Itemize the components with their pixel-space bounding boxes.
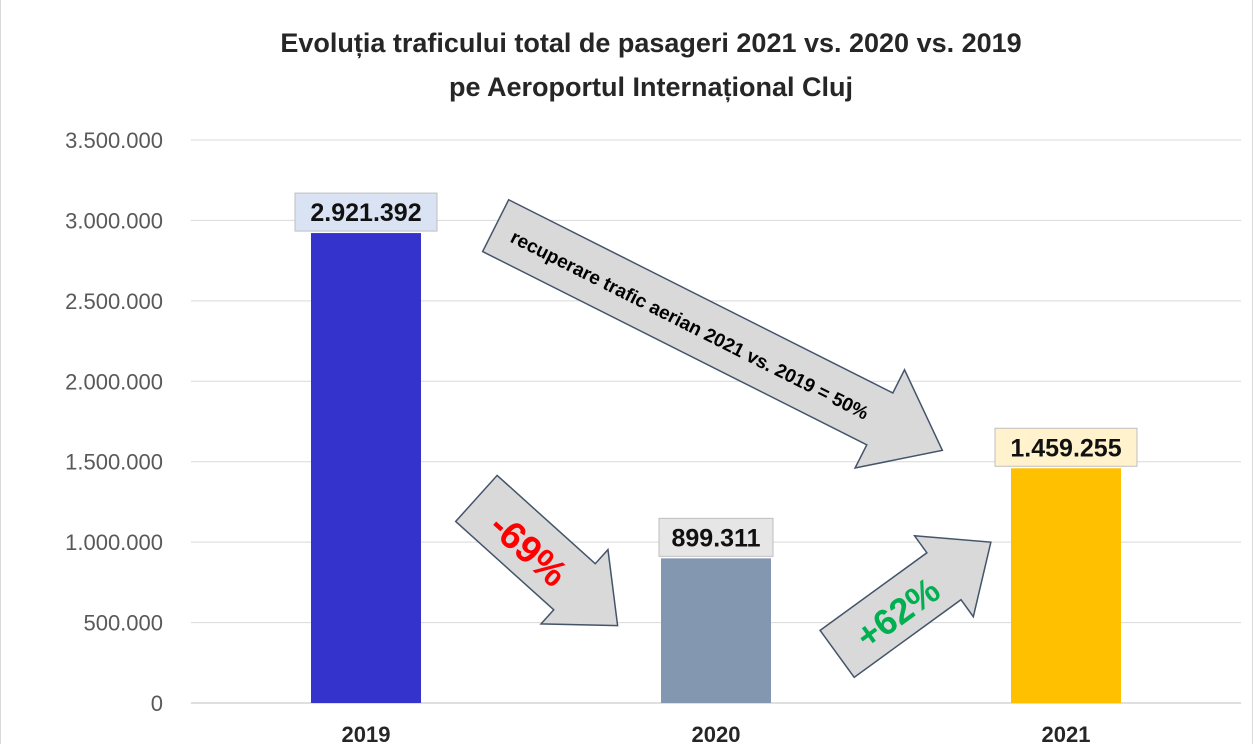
y-tick-label: 2.500.000 [65, 289, 163, 314]
y-tick-label: 1.500.000 [65, 450, 163, 475]
data-label-box [658, 517, 774, 557]
recovery-label: recuperare trafic aerian 2021 vs. 2019 =… [507, 227, 872, 424]
y-tick-label: 2.000.000 [65, 369, 163, 394]
recovery-arrow: recuperare trafic aerian 2021 vs. 2019 =… [481, 198, 944, 470]
decrease-arrow-shape [454, 474, 619, 627]
decrease-arrow: -69% [454, 474, 619, 627]
x-tick-label: 2020 [692, 722, 741, 744]
chart-title-line-1: Evoluția traficului total de pasageri 20… [280, 28, 1021, 58]
y-tick-label: 1.000.000 [65, 530, 163, 555]
data-label: 899.311 [672, 524, 761, 552]
increase-arrow: +62% [819, 534, 992, 679]
x-tick-label: 2019 [342, 722, 391, 744]
data-label-box [994, 427, 1138, 467]
data-label: 1.459.255 [1010, 434, 1121, 462]
y-tick-label: 500.000 [83, 611, 163, 636]
y-tick-label: 3.000.000 [65, 208, 163, 233]
chart-title-line-2: pe Aeroportul Internațional Cluj [449, 72, 853, 102]
increase-arrow-shape [819, 534, 992, 679]
data-label: 2.921.392 [310, 199, 421, 227]
y-axis-tick-labels: 0 500.000 1.000.000 1.500.000 2.000.000 2.500… [65, 128, 163, 716]
bar-2019 [311, 233, 421, 703]
x-axis-tick-labels: 2019 2020 2021 [342, 722, 1091, 744]
recovery-arrow-shape [481, 198, 944, 470]
y-tick-label: 0 [151, 691, 163, 716]
x-tick-label: 2021 [1042, 722, 1091, 744]
data-labels: 2.921.392 899.311 1.459.255 [294, 192, 1138, 557]
data-label-box [294, 192, 438, 232]
bars [311, 233, 1121, 703]
bar-2021 [1011, 468, 1121, 703]
y-tick-label: 3.500.000 [65, 128, 163, 153]
bar-2020 [661, 558, 771, 703]
